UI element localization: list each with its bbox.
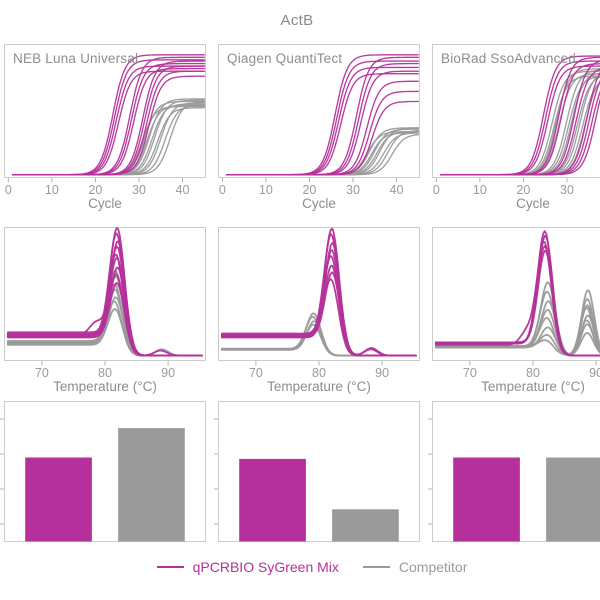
panel-title-qiagen-quantitect: Qiagen QuantiTect (227, 51, 343, 66)
x-tick-label: 30 (346, 183, 360, 197)
curve-competitor (12, 103, 205, 176)
curve-sygreen (6, 273, 203, 357)
curve-sygreen (226, 56, 419, 176)
curve-sygreen (6, 282, 203, 357)
x-tick-label: 30 (132, 183, 146, 197)
bar-competitor (332, 509, 399, 542)
x-tick-label: 10 (473, 183, 487, 197)
legend: qPCRBIO SyGreen Mix Competitor (12, 559, 600, 575)
x-tick-label: 80 (526, 366, 540, 380)
curve-competitor (226, 134, 419, 176)
curve-sygreen (6, 245, 203, 357)
x-tick-label: 30 (560, 183, 574, 197)
x-tick-label: 0 (5, 183, 12, 197)
x-tick-label: 10 (45, 183, 59, 197)
curve-sygreen (220, 249, 417, 357)
panel-border (218, 401, 420, 542)
x-tick-label: 90 (375, 366, 389, 380)
legend-label-competitor: Competitor (398, 559, 468, 575)
x-axis-label-temperature-3: Temperature (°C) (481, 379, 585, 394)
x-tick-label: 80 (98, 366, 112, 380)
panel-amp-neb-luna: 0 10 20 30 40 (4, 44, 206, 197)
bar-sygreen (239, 458, 306, 542)
panel-amp-biorad-ssoadvanced: 0 10 20 30 (432, 44, 600, 197)
curve-sygreen (434, 234, 600, 357)
legend-line-icon-competitor (362, 566, 390, 568)
curve-sygreen (440, 97, 600, 176)
curve-sygreen (434, 249, 600, 357)
bar-competitor (546, 457, 600, 542)
panel-melt-neb-luna: 70 80 90 (4, 227, 206, 380)
x-tick-label: 70 (35, 366, 49, 380)
x-axis-label-cycle-1: Cycle (88, 196, 122, 211)
curve-competitor (12, 102, 205, 176)
curve-sygreen (220, 278, 417, 357)
panel-border (432, 44, 600, 178)
panel-melt-biorad-ssoadvanced: 70 80 90 (432, 227, 600, 380)
panel-bar-neb-luna (0, 401, 206, 542)
panel-bar-qiagen-quantitect (214, 401, 420, 542)
x-tick-label: 0 (433, 183, 440, 197)
bar-sygreen (25, 457, 92, 542)
panel-amp-qiagen-quantitect: 0 10 20 30 40 (218, 44, 420, 197)
x-tick-label: 20 (516, 183, 530, 197)
x-tick-label: 10 (259, 183, 273, 197)
curve-sygreen (434, 241, 600, 357)
curve-sygreen (220, 242, 417, 357)
panel-border (4, 227, 206, 361)
x-tick-label: 70 (463, 366, 477, 380)
panel-border (432, 227, 600, 361)
panel-melt-qiagen-quantitect: 70 80 90 (218, 227, 420, 380)
figure-title: ActB (280, 12, 314, 29)
x-tick-label: 90 (589, 366, 600, 380)
curve-sygreen (12, 75, 205, 176)
x-tick-label: 0 (219, 183, 226, 197)
legend-line-icon-sygreen (156, 566, 184, 568)
legend-item-competitor: Competitor (362, 559, 468, 575)
panel-border (432, 401, 600, 542)
panel-title-neb-luna: NEB Luna Universal (13, 51, 139, 66)
bar-competitor (118, 428, 185, 542)
x-tick-label: 20 (302, 183, 316, 197)
panel-bar-biorad-ssoadvanced (428, 401, 600, 542)
panel-border (4, 44, 206, 178)
x-tick-label: 90 (161, 366, 175, 380)
x-axis-label-temperature-2: Temperature (°C) (267, 379, 371, 394)
x-tick-label: 40 (390, 183, 404, 197)
x-tick-label: 80 (312, 366, 326, 380)
x-tick-label: 20 (88, 183, 102, 197)
curve-competitor (434, 319, 600, 356)
curve-sygreen (226, 100, 419, 176)
panel-border (218, 227, 420, 361)
x-tick-label: 70 (249, 366, 263, 380)
x-axis-label-temperature-1: Temperature (°C) (53, 379, 157, 394)
legend-label-sygreen: qPCRBIO SyGreen Mix (192, 559, 339, 575)
panel-title-biorad-ssoadvanced: BioRad SsoAdvanced (441, 51, 576, 66)
x-tick-label: 40 (176, 183, 190, 197)
curve-sygreen (226, 54, 419, 176)
legend-item-sygreen: qPCRBIO SyGreen Mix (156, 559, 339, 575)
bar-sygreen (453, 457, 520, 542)
x-axis-label-cycle-2: Cycle (302, 196, 336, 211)
curve-sygreen (6, 240, 203, 357)
curve-sygreen (434, 230, 600, 357)
curve-sygreen (220, 255, 417, 357)
curve-competitor (12, 104, 205, 176)
panel-border (4, 401, 206, 542)
panel-border (218, 44, 420, 178)
x-axis-label-cycle-3: Cycle (516, 196, 550, 211)
